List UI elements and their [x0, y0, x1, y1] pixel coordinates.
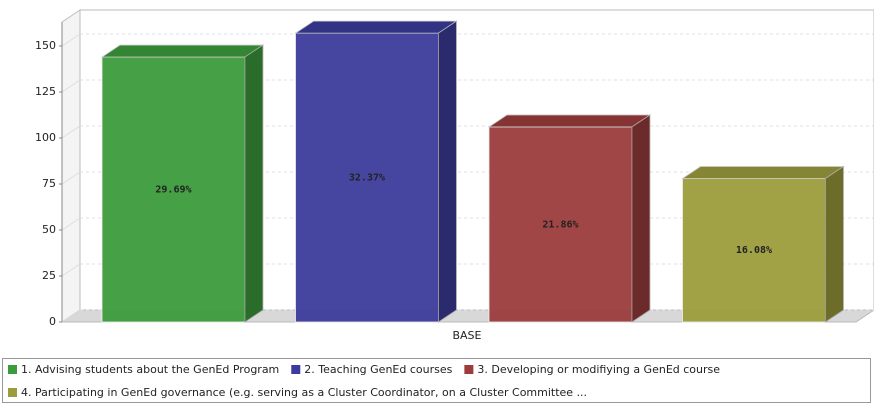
- y-tick-label: 100: [35, 131, 56, 144]
- legend-label: 2. Teaching GenEd courses: [304, 363, 452, 376]
- bar-side: [631, 114, 651, 323]
- y-tick-label: 125: [35, 85, 56, 98]
- bar: [101, 56, 246, 323]
- data-label: 21.86%: [542, 219, 578, 230]
- data-label: 32.37%: [349, 173, 385, 184]
- grid-line: [61, 263, 81, 277]
- bar-top: [100, 44, 265, 58]
- bar-top: [681, 166, 845, 179]
- grid-line: [61, 125, 81, 139]
- legend-label: 3. Developing or modifiying a GenEd cour…: [477, 363, 720, 376]
- grid-line: [61, 33, 81, 47]
- bar-top: [294, 20, 458, 34]
- bar-top: [487, 114, 652, 128]
- y-tick-label: 25: [42, 269, 56, 282]
- data-label: 16.08%: [736, 245, 772, 256]
- x-tick-label: BASE: [452, 329, 481, 342]
- grid-line: [61, 217, 81, 231]
- grid-line: [61, 79, 81, 93]
- bar-side: [825, 165, 844, 323]
- grid-line: [61, 171, 81, 185]
- legend-label: 4. Participating in GenEd governance (e.…: [21, 386, 587, 399]
- bar: [682, 178, 826, 323]
- legend-swatch: [291, 365, 301, 374]
- y-tick-label: 150: [35, 39, 56, 52]
- bar-side: [244, 44, 264, 323]
- legend-box: [2, 358, 871, 403]
- legend-label: 1. Advising students about the GenEd Pro…: [21, 363, 279, 376]
- side-wall: [61, 9, 81, 323]
- y-tick-label: 50: [42, 223, 56, 236]
- legend-swatch: [8, 365, 17, 374]
- y-tick-label: 75: [42, 177, 56, 190]
- bar: [295, 32, 439, 323]
- bar-side: [438, 20, 457, 323]
- grid-line: [61, 309, 81, 323]
- legend-swatch: [8, 388, 17, 397]
- y-tick-label: 0: [49, 315, 56, 328]
- legend-swatch: [464, 365, 474, 374]
- data-label: 29.69%: [155, 185, 191, 196]
